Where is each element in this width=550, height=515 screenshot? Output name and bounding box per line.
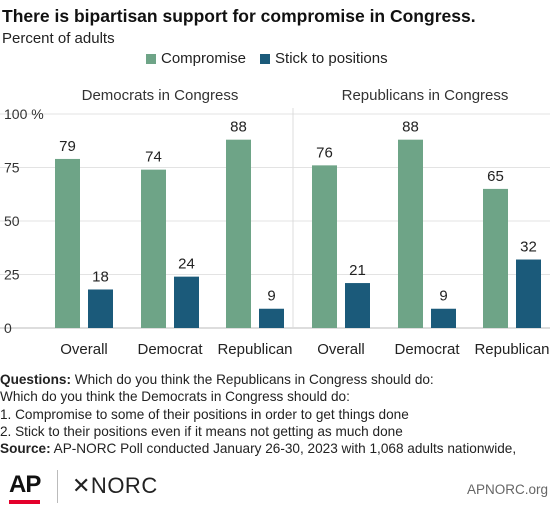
- norc-logo: ✕NORC: [72, 473, 158, 498]
- chart-title: There is bipartisan support for compromi…: [2, 6, 476, 26]
- bar: [312, 165, 337, 328]
- bar: [516, 259, 541, 328]
- footnotes: Questions: Which do you think the Republ…: [0, 371, 516, 457]
- y-tick-label: 100 %: [4, 106, 44, 122]
- x-tick-label: Overall: [317, 341, 365, 358]
- data-label: 18: [92, 268, 109, 285]
- ap-logo: AP: [9, 471, 41, 498]
- data-label: 65: [487, 168, 504, 185]
- data-label: 32: [520, 239, 537, 256]
- data-label: 79: [59, 138, 76, 155]
- data-label: 74: [145, 149, 162, 166]
- data-label: 24: [178, 256, 195, 273]
- source-line: Source: AP-NORC Poll conducted January 2…: [0, 440, 516, 457]
- site-url: APNORC.org: [466, 482, 548, 497]
- bar: [431, 308, 456, 328]
- x-tick-label: Overall: [60, 341, 108, 358]
- data-label: 76: [316, 144, 333, 161]
- legend: Compromise Stick to positions: [146, 50, 402, 67]
- bar: [345, 283, 370, 328]
- data-label: 9: [267, 288, 275, 305]
- bar-chart: 0 25 50 75 100 % Democrats in Congress Overall…: [0, 87, 550, 358]
- x-tick-label: Republican: [474, 341, 549, 358]
- bar: [398, 139, 423, 328]
- bar: [259, 308, 284, 328]
- logo-divider: [57, 470, 58, 503]
- data-label: 21: [349, 262, 366, 279]
- y-tick-label: 50: [4, 213, 20, 229]
- bar: [174, 276, 199, 328]
- option-2: 2. Stick to their positions even if it m…: [0, 423, 403, 439]
- question-democrats: Which do you think the Democrats in Cong…: [0, 389, 350, 405]
- x-tick-label: Democrat: [137, 341, 203, 358]
- bar: [88, 289, 113, 328]
- legend-label-stick: Stick to positions: [275, 50, 388, 67]
- data-label: 88: [402, 119, 419, 136]
- questions-label: Questions:: [0, 372, 71, 387]
- y-tick-label: 75: [4, 160, 20, 176]
- ap-logo-bar: [9, 500, 40, 504]
- chart-subtitle: Percent of adults: [2, 30, 115, 47]
- legend-swatch-stick: [260, 53, 271, 64]
- x-tick-label: Republican: [217, 341, 292, 358]
- source-label: Source:: [0, 441, 51, 457]
- legend-item-stick: Stick to positions: [260, 50, 388, 67]
- bar: [226, 139, 251, 328]
- question-republicans: Which do you think the Republicans in Co…: [71, 372, 434, 387]
- bar: [483, 188, 508, 328]
- legend-item-compromise: Compromise: [146, 50, 246, 67]
- panel-title: Republicans in Congress: [342, 87, 509, 104]
- legend-label-compromise: Compromise: [161, 50, 247, 67]
- data-label: 9: [439, 288, 447, 305]
- legend-swatch-compromise: [146, 53, 156, 64]
- data-label: 88: [230, 119, 247, 136]
- questions-line-1: Questions: Which do you think the Republ…: [0, 371, 516, 388]
- y-tick-label: 25: [4, 267, 20, 283]
- panel-title: Democrats in Congress: [82, 87, 239, 104]
- source-text: AP-NORC Poll conducted January 26-30, 20…: [50, 441, 517, 457]
- y-tick-label: 0: [4, 320, 12, 336]
- x-tick-label: Democrat: [394, 341, 460, 358]
- bar: [141, 169, 166, 328]
- option-1: 1. Compromise to some of their positions…: [0, 406, 409, 422]
- bar: [55, 158, 80, 328]
